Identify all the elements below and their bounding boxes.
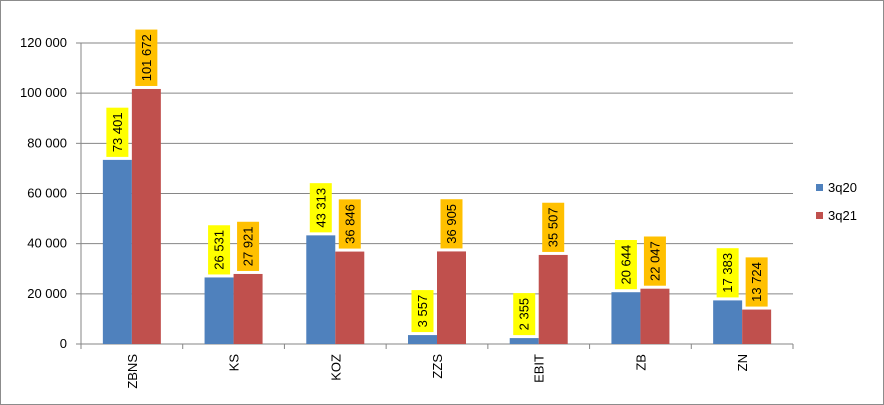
x-category-label: ZZS (430, 354, 445, 379)
y-tick-label: 0 (60, 336, 67, 351)
data-label: 36 905 (444, 204, 459, 244)
bar-3q20-KS (204, 277, 234, 344)
data-label: 36 846 (342, 204, 357, 244)
bar-3q20-ZN (713, 300, 743, 344)
data-label: 101 672 (139, 34, 154, 81)
data-label-box (135, 29, 158, 86)
data-label: 35 507 (546, 207, 561, 247)
data-label: 20 644 (618, 245, 633, 285)
y-tick-label: 20 000 (27, 286, 67, 301)
bar-3q21-ZBNS (131, 88, 161, 344)
bar-3q21-KOZ (335, 251, 365, 344)
bar-3q21-KS (233, 273, 263, 344)
x-category-label: ZBNS (125, 354, 140, 389)
data-label: 22 047 (647, 241, 662, 281)
data-label: 43 313 (313, 188, 328, 228)
data-label-box (411, 290, 434, 333)
bar-3q21-ZZS (437, 251, 466, 344)
data-label-box (614, 240, 637, 290)
y-tick-label: 40 000 (27, 236, 67, 251)
data-label-box (643, 236, 666, 286)
bar-3q21-ZN (742, 309, 772, 344)
legend-label: 3q21 (828, 208, 857, 223)
bar-3q20-EBIT (509, 338, 539, 344)
x-category-label: KOZ (328, 354, 343, 381)
bar-3q21-EBIT (538, 254, 568, 344)
bar-3q20-ZZS (408, 335, 437, 344)
legend-swatch-3q20 (816, 184, 823, 191)
legend-label: 3q20 (828, 180, 857, 195)
bar-3q20-KOZ (306, 235, 336, 344)
x-category-label: ZB (633, 354, 648, 371)
data-label-box (716, 248, 739, 298)
data-label-box (440, 199, 463, 249)
y-tick-label: 80 000 (27, 135, 67, 150)
data-label-box (106, 107, 129, 157)
bar-3q20-ZBNS (102, 159, 132, 344)
data-label: 13 724 (749, 262, 764, 302)
data-label-box (237, 221, 260, 271)
bar-3q21-ZB (640, 288, 670, 344)
y-tick-label: 100 000 (20, 85, 67, 100)
data-label-box (208, 225, 231, 275)
data-label: 3 557 (415, 295, 430, 328)
data-label: 17 383 (720, 253, 735, 293)
data-label: 27 921 (241, 226, 256, 266)
bar-3q20-ZB (611, 292, 641, 344)
data-label-box (745, 257, 768, 307)
data-label-box (338, 199, 361, 249)
data-label: 2 355 (517, 298, 532, 331)
data-label: 26 531 (212, 230, 227, 270)
data-label-box (309, 183, 332, 233)
data-label-box (542, 202, 565, 252)
y-tick-label: 60 000 (27, 186, 67, 201)
data-label: 73 401 (110, 112, 125, 152)
data-label-box (513, 293, 536, 336)
x-category-label: KS (227, 354, 242, 372)
x-category-label: EBIT (532, 354, 547, 383)
x-category-label: ZN (735, 354, 750, 371)
y-tick-label: 120 000 (20, 35, 67, 50)
legend-swatch-3q21 (816, 212, 823, 219)
